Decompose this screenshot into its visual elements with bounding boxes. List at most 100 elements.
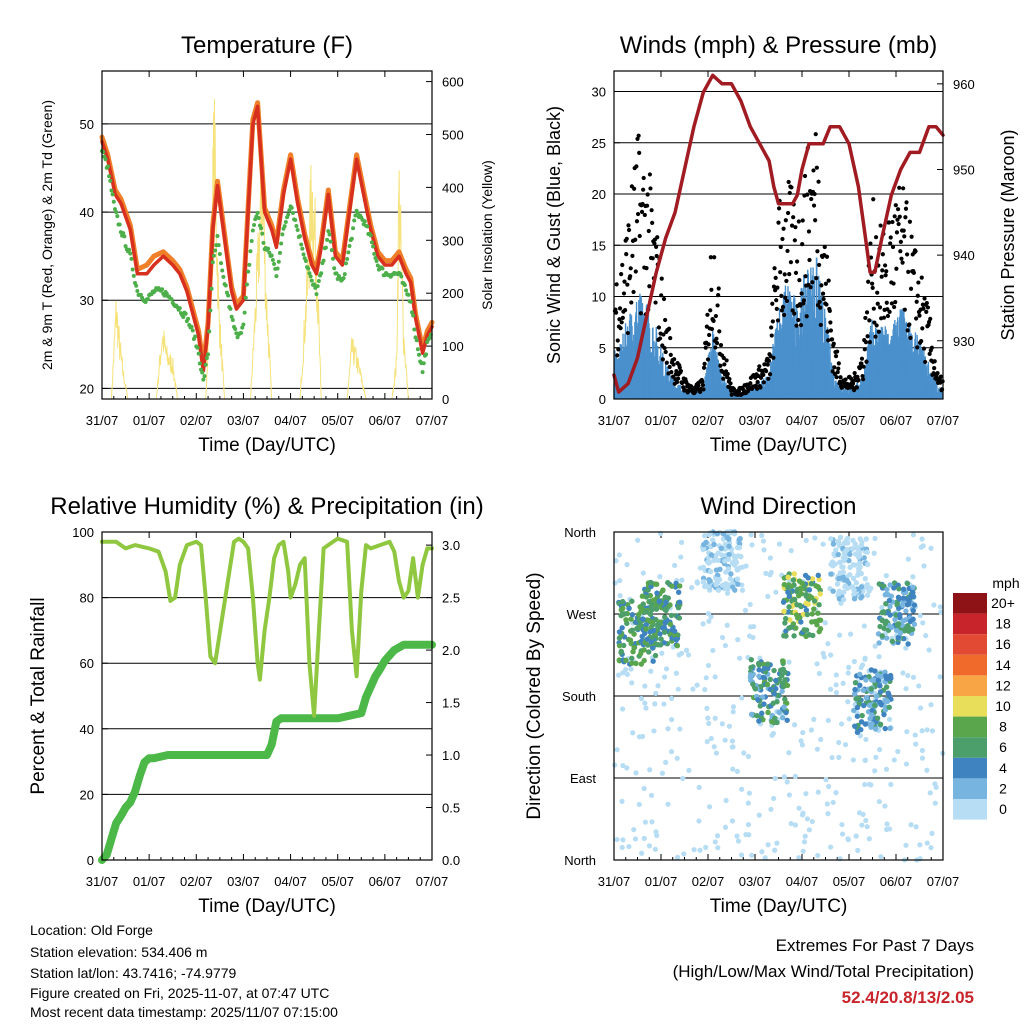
gust-point xyxy=(630,253,635,258)
direction-point xyxy=(833,790,839,796)
direction-point xyxy=(849,545,855,552)
direction-point xyxy=(800,848,806,854)
gust-point xyxy=(864,359,869,364)
gust-point xyxy=(927,351,932,356)
temp-2m-line xyxy=(100,104,434,373)
gust-point xyxy=(793,270,799,275)
dewpoint-point xyxy=(314,292,319,297)
direction-point xyxy=(779,672,785,679)
gust-point xyxy=(667,364,672,370)
gust-point xyxy=(810,280,815,285)
gust-point xyxy=(635,211,641,217)
dewpoint-point xyxy=(345,256,350,261)
gust-point xyxy=(852,371,857,376)
gust-point xyxy=(789,185,794,190)
direction-point xyxy=(707,568,714,575)
dewpoint-point xyxy=(121,231,126,236)
gust-point xyxy=(905,328,910,333)
direction-point xyxy=(920,620,926,626)
direction-point xyxy=(881,711,887,718)
direction-point xyxy=(612,580,618,586)
direction-point xyxy=(761,665,768,672)
direction-point xyxy=(866,781,873,787)
direction-point xyxy=(737,655,743,661)
gust-point xyxy=(729,392,734,397)
gust-point xyxy=(836,361,841,366)
direction-point xyxy=(808,581,815,587)
direction-point xyxy=(696,784,702,790)
rh-line xyxy=(100,536,434,718)
gust-point xyxy=(780,304,786,310)
direction-point xyxy=(786,750,792,756)
gust-point xyxy=(796,317,801,323)
direction-point xyxy=(738,852,745,858)
dewpoint-point xyxy=(279,241,284,246)
dewpoint-point xyxy=(309,278,314,283)
dewpoint-point xyxy=(169,297,174,302)
gust-point xyxy=(700,379,705,384)
direction-point xyxy=(846,716,852,722)
gust-point xyxy=(663,317,668,323)
gust-point xyxy=(614,282,619,287)
winds-xtick-label: 05/07 xyxy=(833,413,866,428)
direction-point xyxy=(675,604,682,611)
direction-point xyxy=(883,826,890,833)
dewpoint-point xyxy=(230,318,235,323)
direction-point xyxy=(642,700,648,706)
direction-point xyxy=(853,696,859,702)
dewpoint-point xyxy=(207,329,212,334)
direction-point xyxy=(712,715,718,721)
gust-point xyxy=(799,291,804,296)
direction-point xyxy=(924,840,930,846)
direction-point xyxy=(811,606,817,612)
direction-point xyxy=(663,666,670,672)
direction-point xyxy=(734,833,740,839)
direction-point xyxy=(799,742,805,748)
direction-point xyxy=(853,833,859,839)
gust-point xyxy=(722,362,727,367)
direction-legend-label: 2 xyxy=(999,780,1007,796)
direction-point xyxy=(886,716,893,722)
direction-point xyxy=(685,652,692,658)
gust-point xyxy=(645,192,650,197)
direction-ytick-label: West xyxy=(567,607,597,622)
gust-point xyxy=(766,358,772,363)
direction-point xyxy=(772,775,778,782)
gust-point xyxy=(920,326,925,331)
direction-point xyxy=(924,727,930,733)
gust-point xyxy=(894,230,900,235)
gust-point xyxy=(649,208,654,213)
direction-point xyxy=(872,535,878,542)
gust-point xyxy=(903,206,909,211)
direction-point xyxy=(648,668,654,674)
direction-point xyxy=(743,563,749,569)
gust-point xyxy=(644,266,649,271)
gust-point xyxy=(703,345,708,350)
gust-point xyxy=(634,164,639,169)
direction-point xyxy=(759,710,765,716)
direction-point xyxy=(792,822,799,828)
dewpoint-point xyxy=(351,226,356,231)
gust-point xyxy=(705,357,711,362)
gust-point xyxy=(705,312,710,317)
dewpoint-point xyxy=(109,188,114,193)
dewpoint-point xyxy=(341,276,346,281)
direction-point xyxy=(760,538,767,544)
direction-point xyxy=(803,607,810,613)
direction-point xyxy=(835,551,841,558)
dewpoint-point xyxy=(274,274,279,279)
humidity-xtick-label: 01/07 xyxy=(133,874,166,889)
direction-point xyxy=(674,854,681,861)
direction-xtick-label: 01/07 xyxy=(645,874,678,889)
humidity-ylabel: Percent & Total Rainfall xyxy=(28,597,49,794)
gust-point xyxy=(803,274,808,279)
direction-point xyxy=(730,704,737,710)
direction-point xyxy=(781,608,787,615)
winds-ylabel: Sonic Wind & Gust (Blue, Black) xyxy=(544,106,564,364)
gust-point xyxy=(682,388,687,393)
dewpoint-point xyxy=(371,244,376,249)
gust-point xyxy=(783,295,788,300)
gust-point xyxy=(814,276,819,281)
direction-point xyxy=(924,767,930,773)
direction-point xyxy=(872,726,879,732)
